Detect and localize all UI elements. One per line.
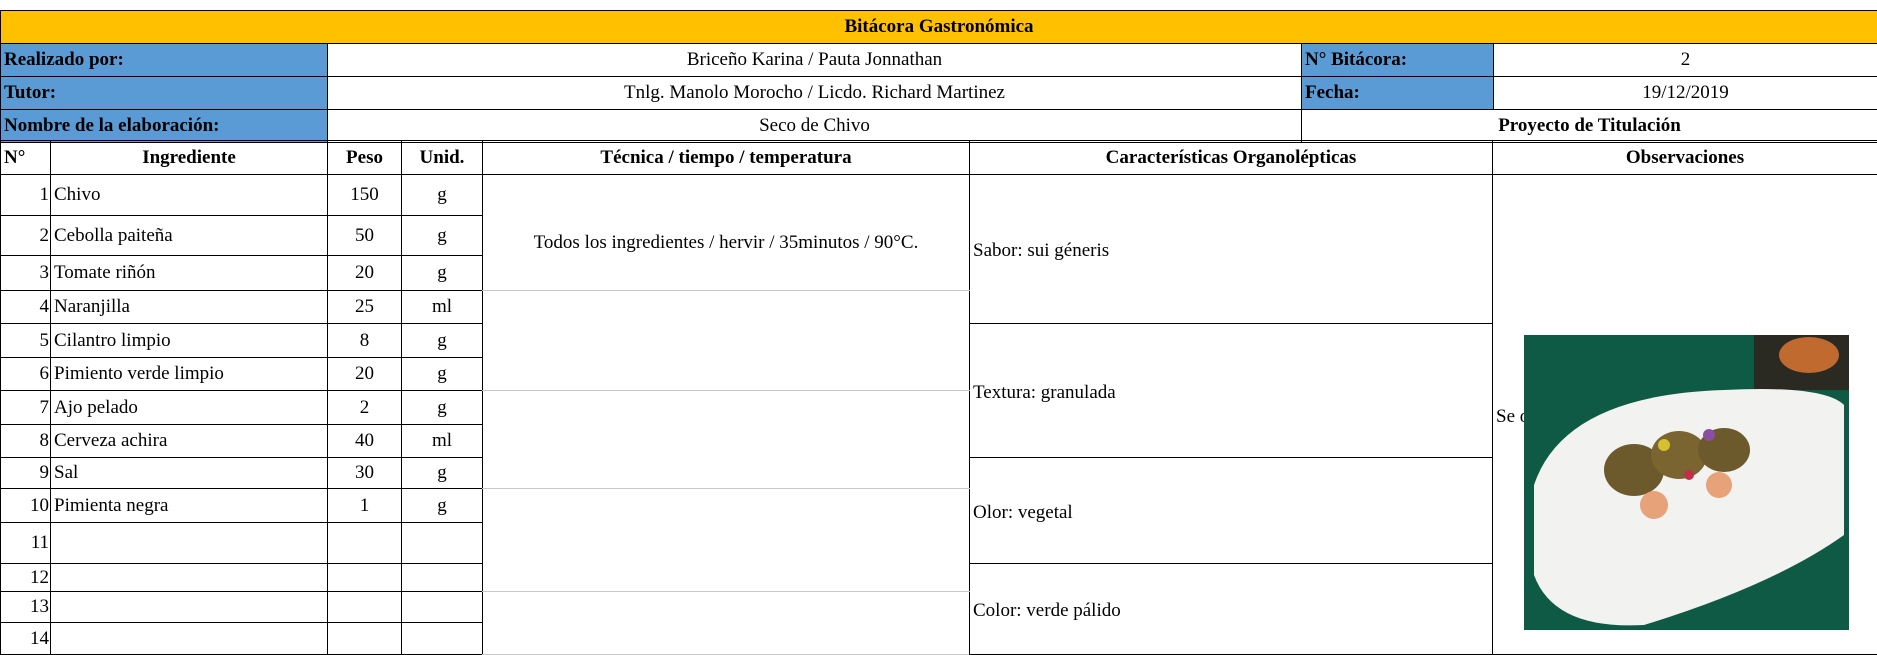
technique: [483, 489, 970, 592]
row-number: 7: [1, 391, 51, 425]
row-number: 8: [1, 425, 51, 458]
row-number: 12: [1, 564, 51, 592]
ingredient: Ajo pelado: [51, 391, 328, 425]
info-table: Bitácora Gastronómica Realizado por: Bri…: [0, 10, 1877, 143]
ingredient: Cebolla paiteña: [51, 216, 328, 256]
ingredient: [51, 523, 328, 564]
ingredient: Cilantro limpio: [51, 324, 328, 358]
unit: [402, 592, 483, 623]
weight: 40: [328, 425, 402, 458]
row-number: 11: [1, 523, 51, 564]
ingredient: [51, 592, 328, 623]
column-header: Características Organolépticas: [970, 141, 1493, 175]
row-number: 6: [1, 358, 51, 391]
ingredient: Naranjilla: [51, 291, 328, 324]
characteristic: Color: verde pálido: [970, 564, 1493, 655]
weight: [328, 564, 402, 592]
ingredient: Tomate riñón: [51, 256, 328, 291]
weight: 1: [328, 489, 402, 523]
unit: g: [402, 216, 483, 256]
ingredient: Pimienta negra: [51, 489, 328, 523]
technique: [483, 592, 970, 655]
weight: 2: [328, 391, 402, 425]
unit: ml: [402, 425, 483, 458]
label: Fecha:: [1302, 77, 1494, 110]
unit: g: [402, 458, 483, 489]
column-header: Ingrediente: [51, 141, 328, 175]
unit: g: [402, 175, 483, 216]
ingredient: Pimiento verde limpio: [51, 358, 328, 391]
row-number: 14: [1, 623, 51, 655]
unit: g: [402, 391, 483, 425]
ingredient: Cerveza achira: [51, 425, 328, 458]
unit: g: [402, 489, 483, 523]
title: Bitácora Gastronómica: [1, 11, 1877, 44]
value: 19/12/2019: [1494, 77, 1877, 110]
column-header: Técnica / tiempo / temperatura: [483, 141, 970, 175]
dish-photo: [1524, 335, 1849, 630]
weight: 50: [328, 216, 402, 256]
column-header: Observaciones: [1493, 141, 1877, 175]
weight: 20: [328, 358, 402, 391]
value: Briceño Karina / Pauta Jonnathan: [328, 44, 1302, 77]
weight: 20: [328, 256, 402, 291]
weight: 8: [328, 324, 402, 358]
unit: ml: [402, 291, 483, 324]
technique: [483, 291, 970, 391]
value: Seco de Chivo: [328, 110, 1302, 143]
value: Tnlg. Manolo Morocho / Licdo. Richard Ma…: [328, 77, 1302, 110]
row-number: 2: [1, 216, 51, 256]
ingredient: [51, 564, 328, 592]
weight: 30: [328, 458, 402, 489]
column-header: N°: [1, 141, 51, 175]
unit: g: [402, 358, 483, 391]
weight: 150: [328, 175, 402, 216]
ingredient: Chivo: [51, 175, 328, 216]
unit: [402, 564, 483, 592]
value: 2: [1494, 44, 1877, 77]
project: Proyecto de Titulación: [1302, 110, 1877, 143]
row-number: 13: [1, 592, 51, 623]
technique: [483, 391, 970, 489]
column-header: Peso: [328, 141, 402, 175]
unit: [402, 623, 483, 655]
label: Tutor:: [1, 77, 328, 110]
characteristic: Sabor: sui géneris: [970, 175, 1493, 324]
label: Realizado por:: [1, 44, 328, 77]
row-number: 1: [1, 175, 51, 216]
ingredient: [51, 623, 328, 655]
unit: g: [402, 256, 483, 291]
label: Nombre de la elaboración:: [1, 110, 328, 143]
weight: [328, 592, 402, 623]
unit: g: [402, 324, 483, 358]
characteristic: Textura: granulada: [970, 324, 1493, 458]
row-number: 5: [1, 324, 51, 358]
unit: [402, 523, 483, 564]
weight: [328, 523, 402, 564]
label: N° Bitácora:: [1302, 44, 1494, 77]
column-header: Unid.: [402, 141, 483, 175]
ingredient: Sal: [51, 458, 328, 489]
row-number: 3: [1, 256, 51, 291]
characteristic: Olor: vegetal: [970, 458, 1493, 564]
row-number: 4: [1, 291, 51, 324]
weight: [328, 623, 402, 655]
row-number: 9: [1, 458, 51, 489]
row-number: 10: [1, 489, 51, 523]
technique: Todos los ingredientes / hervir / 35minu…: [483, 175, 970, 291]
weight: 25: [328, 291, 402, 324]
